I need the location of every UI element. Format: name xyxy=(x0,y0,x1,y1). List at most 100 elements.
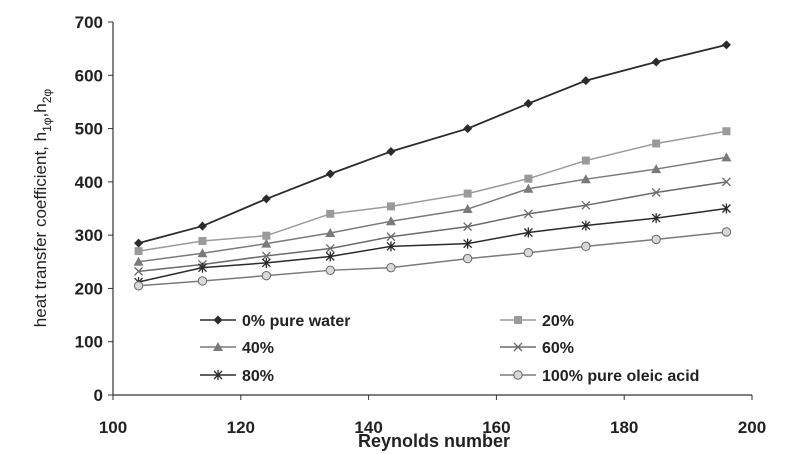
x-tick-label: 140 xyxy=(354,418,382,437)
legend-item: 0% pure water xyxy=(200,313,350,330)
legend: 0% pure water 20% 40% 60% 80% 100% pure oleic… xyxy=(200,313,699,385)
data-point-triangle xyxy=(462,204,473,214)
data-point-x xyxy=(581,200,591,210)
y-tick-label: 700 xyxy=(75,13,103,32)
data-point-triangle xyxy=(651,164,662,174)
x-tick-label: 120 xyxy=(227,418,255,437)
legend-label: 60% xyxy=(542,340,574,357)
data-point-triangle xyxy=(213,342,223,351)
data-point-x xyxy=(386,232,396,242)
series-lines xyxy=(133,40,732,291)
data-point-star xyxy=(261,257,271,268)
data-point-square xyxy=(326,209,335,218)
data-point-diamond xyxy=(463,124,473,134)
data-point-x xyxy=(463,222,473,232)
data-point-diamond xyxy=(581,76,591,86)
data-point-circle xyxy=(133,281,144,291)
legend-label: 20% xyxy=(542,313,574,330)
y-tick-label: 400 xyxy=(75,173,103,192)
legend-label: 80% xyxy=(242,368,274,385)
legend-item: 80% xyxy=(200,368,274,385)
data-point-triangle xyxy=(523,183,534,193)
data-point-circle xyxy=(651,234,661,245)
series-3 xyxy=(134,177,731,276)
y-axis-title-sub1: 1φ xyxy=(40,117,54,132)
data-point-x xyxy=(261,251,271,261)
x-tick-labels: 100 120 140 160 180 200 xyxy=(99,395,766,437)
data-point-star xyxy=(581,220,591,231)
data-point-triangle xyxy=(133,256,144,266)
data-point-diamond xyxy=(721,40,731,50)
series-line xyxy=(138,207,727,283)
data-point-star xyxy=(463,238,473,249)
data-point-diamond xyxy=(325,169,335,179)
data-point-square xyxy=(652,139,661,148)
y-axis-title-sub2: 2φ xyxy=(40,89,54,104)
data-point-x xyxy=(523,209,533,219)
data-point-square xyxy=(581,156,590,165)
data-point-star xyxy=(325,251,335,262)
y-axis-title-base: heat transfer coefficient, h xyxy=(31,132,50,327)
legend-label: 0% pure water xyxy=(242,313,350,330)
y-tick-label: 0 xyxy=(94,386,103,405)
legend-item: 60% xyxy=(500,340,574,357)
data-point-circle xyxy=(462,253,473,264)
data-point-diamond xyxy=(213,315,223,325)
data-point-circle xyxy=(523,248,534,258)
data-point-diamond xyxy=(386,146,396,156)
data-point-circle xyxy=(513,370,523,380)
y-tick-labels: 0 100 200 300 400 500 600 700 xyxy=(75,13,113,405)
y-axis-title: heat transfer coefficient, h1φ,h2φ xyxy=(31,89,54,328)
data-point-square xyxy=(514,316,522,324)
data-point-star xyxy=(523,227,533,238)
data-point-circle xyxy=(197,276,208,286)
legend-item: 40% xyxy=(200,340,274,357)
series-line xyxy=(138,44,727,245)
data-point-circle xyxy=(325,265,335,276)
x-axis-title: Reynolds number xyxy=(358,431,510,451)
y-tick-label: 300 xyxy=(75,226,103,245)
data-point-triangle xyxy=(197,248,208,258)
y-tick-label: 600 xyxy=(75,66,103,85)
x-tick-label: 160 xyxy=(482,418,510,437)
series-line xyxy=(138,181,727,273)
data-point-circle xyxy=(261,270,272,281)
data-point-square xyxy=(386,202,395,211)
data-point-star xyxy=(213,370,223,380)
x-tick-label: 200 xyxy=(738,418,766,437)
data-point-square xyxy=(524,174,533,183)
data-point-star xyxy=(198,262,207,273)
axes xyxy=(112,22,752,396)
data-point-star xyxy=(721,203,731,214)
series-0 xyxy=(134,40,731,248)
series-line xyxy=(138,130,727,252)
data-point-x xyxy=(134,266,144,276)
data-point-triangle xyxy=(261,238,272,248)
data-point-x xyxy=(513,342,523,352)
data-point-square xyxy=(198,237,207,246)
series-5 xyxy=(133,227,732,291)
data-point-diamond xyxy=(134,238,144,248)
legend-item: 100% pure oleic acid xyxy=(500,368,699,385)
series-line xyxy=(138,156,727,263)
data-point-diamond xyxy=(261,194,271,204)
data-point-square xyxy=(463,189,472,198)
data-point-diamond xyxy=(197,221,207,231)
data-point-square xyxy=(262,231,271,240)
data-point-triangle xyxy=(721,152,732,162)
legend-label: 40% xyxy=(242,340,274,357)
y-tick-label: 100 xyxy=(75,333,103,352)
data-point-triangle xyxy=(580,174,591,184)
data-point-x xyxy=(651,188,661,197)
data-point-x xyxy=(325,244,335,253)
data-point-star xyxy=(386,241,396,252)
data-point-star xyxy=(651,213,661,224)
legend-label: 100% pure oleic acid xyxy=(542,368,699,385)
data-point-circle xyxy=(581,241,591,252)
data-point-circle xyxy=(386,262,396,273)
data-point-diamond xyxy=(651,57,661,67)
y-tick-label: 200 xyxy=(75,279,103,298)
legend-item: 20% xyxy=(500,313,574,330)
data-point-x xyxy=(721,177,731,187)
